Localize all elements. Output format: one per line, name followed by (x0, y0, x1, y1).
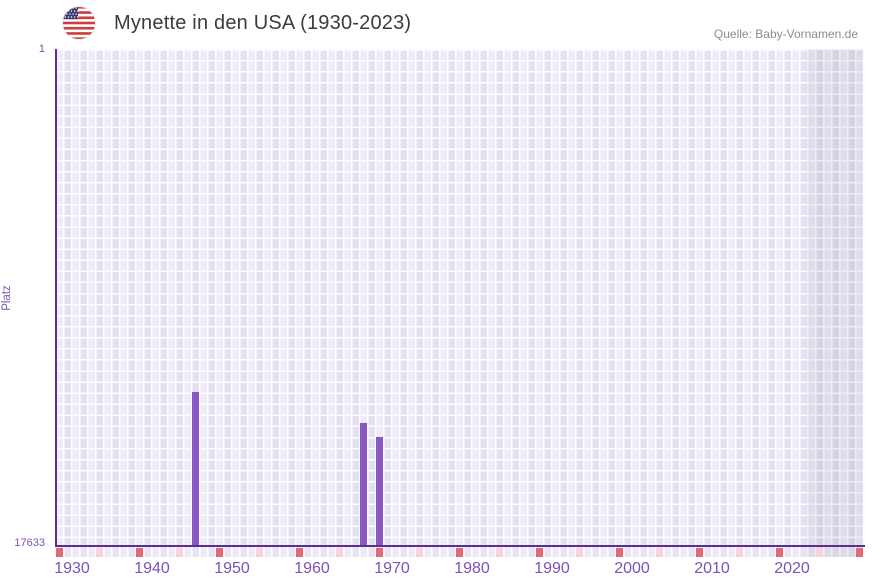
minor-tick-1935 (96, 548, 103, 557)
x-axis-tick-label-2010: 2010 (694, 560, 730, 577)
source-credit: Quelle: Baby-Vornamen.de (713, 27, 858, 41)
chart-title: Mynette in den USA (1930-2023) (114, 12, 412, 34)
major-tick-1980 (456, 548, 463, 557)
major-tick-1970 (376, 548, 383, 557)
y-axis-title: Platz (1, 285, 13, 311)
x-axis-tick-label-1950: 1950 (214, 560, 250, 577)
future-years-shaded-region (807, 49, 863, 557)
y-axis-bottom-tick-label: 17633 (14, 537, 45, 549)
minor-tick-1995 (576, 548, 583, 557)
minor-tick-1965 (336, 548, 343, 557)
x-axis-tick-label-1930: 1930 (54, 560, 90, 577)
major-tick-2030 (856, 548, 863, 557)
minor-tick-2015 (736, 548, 743, 557)
major-tick-1960 (296, 548, 303, 557)
minor-tick-1975 (416, 548, 423, 557)
major-tick-1990 (536, 548, 543, 557)
minor-tick-1945 (176, 548, 183, 557)
minor-tick-1955 (256, 548, 263, 557)
minor-tick-2005 (656, 548, 663, 557)
x-axis-tick-label-2000: 2000 (614, 560, 650, 577)
x-axis-tick-label-1980: 1980 (454, 560, 490, 577)
us-flag-icon (62, 6, 96, 40)
x-axis-tick-label-1960: 1960 (294, 560, 330, 577)
major-tick-2020 (776, 548, 783, 557)
x-axis-tick-label-2020: 2020 (774, 560, 810, 577)
x-axis-tick-label-1990: 1990 (534, 560, 570, 577)
minor-tick-1985 (496, 548, 503, 557)
plot-grid (55, 49, 863, 545)
minor-tick-2025 (816, 548, 823, 557)
x-axis-tick-label-1970: 1970 (374, 560, 410, 577)
major-tick-2000 (616, 548, 623, 557)
rank-bar-1968 (359, 423, 367, 545)
x-axis-line (55, 545, 865, 547)
x-axis-tick-label-1940: 1940 (134, 560, 170, 577)
y-axis-line (55, 49, 57, 547)
rank-bar-1970 (375, 437, 383, 545)
major-tick-1950 (216, 548, 223, 557)
major-tick-1930 (56, 548, 63, 557)
y-axis-top-tick-label: 1 (38, 43, 45, 55)
rank-bar-1947 (191, 392, 199, 545)
major-tick-2010 (696, 548, 703, 557)
major-tick-1940 (136, 548, 143, 557)
